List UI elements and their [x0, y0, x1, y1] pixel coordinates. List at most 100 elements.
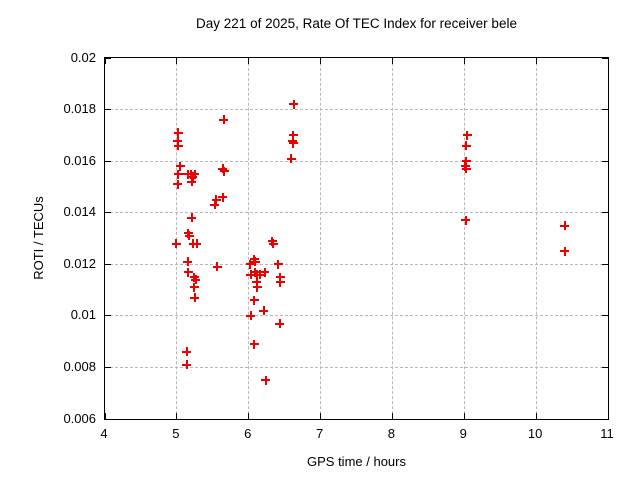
x-tick-mark — [104, 413, 106, 419]
data-point-marker — [218, 164, 228, 174]
x-gridline — [176, 58, 178, 419]
data-point-marker — [173, 136, 183, 145]
y-tick-label: 0.018 — [63, 101, 96, 117]
y-tick-mark — [105, 57, 111, 59]
data-point-marker — [273, 259, 283, 269]
x-tick-label: 7 — [315, 426, 324, 441]
y-tick-mark — [602, 366, 608, 368]
data-point-marker — [187, 213, 197, 223]
y-tick-mark — [105, 366, 111, 368]
x-tick-label: 11 — [600, 426, 614, 441]
data-point-marker — [219, 166, 229, 176]
data-point-marker — [250, 267, 260, 277]
y-tick-mark — [105, 160, 111, 162]
x-axis-label: GPS time / hours — [307, 454, 406, 469]
data-point-marker — [187, 177, 197, 187]
data-point-marker — [182, 360, 192, 370]
data-point-marker — [210, 200, 220, 210]
x-tick-mark — [104, 58, 106, 64]
data-point-marker — [173, 169, 183, 179]
data-point-marker — [252, 277, 262, 287]
x-tick-mark — [535, 58, 537, 64]
x-tick-mark — [320, 413, 322, 419]
data-point-marker — [182, 347, 192, 357]
data-point-marker — [175, 161, 185, 171]
data-point-marker — [183, 267, 193, 277]
data-point-marker — [461, 156, 471, 166]
y-tick-mark — [105, 263, 111, 265]
data-point-marker — [249, 295, 259, 305]
data-point-marker — [173, 141, 183, 151]
data-point-marker — [211, 195, 221, 205]
data-point-marker — [268, 239, 278, 249]
data-point-marker — [246, 270, 256, 280]
y-tick-mark — [602, 418, 608, 420]
x-tick-mark — [607, 413, 609, 419]
data-point-marker — [255, 270, 265, 280]
y-gridline — [105, 212, 608, 214]
data-point-marker — [275, 277, 285, 287]
y-tick-mark — [602, 263, 608, 265]
x-tick-mark — [463, 413, 465, 419]
data-point-marker — [189, 282, 199, 292]
x-tick-label: 8 — [387, 426, 396, 441]
data-point-marker — [184, 231, 194, 241]
y-tick-label: 0.014 — [63, 204, 96, 220]
x-gridline — [320, 58, 322, 419]
x-tick-label: 6 — [244, 426, 252, 441]
data-point-marker — [560, 246, 570, 256]
x-gridline — [463, 58, 465, 419]
x-gridline — [535, 58, 537, 419]
x-tick-mark — [248, 58, 250, 64]
data-point-marker — [288, 130, 298, 140]
x-tick-mark — [391, 413, 393, 419]
y-tick-label: 0.016 — [63, 152, 96, 168]
x-tick-mark — [391, 58, 393, 64]
y-gridline — [105, 315, 608, 317]
x-tick-label: 9 — [459, 426, 467, 441]
y-tick-label: 0.006 — [63, 410, 96, 426]
data-point-marker — [190, 293, 200, 303]
x-tick-mark — [176, 413, 178, 419]
data-point-marker — [252, 282, 262, 292]
data-point-marker — [461, 215, 471, 225]
y-tick-mark — [602, 109, 608, 111]
data-point-marker — [189, 272, 199, 282]
data-point-marker — [249, 339, 259, 349]
data-point-marker — [212, 262, 222, 272]
y-tick-mark — [105, 109, 111, 111]
data-point-marker — [461, 164, 471, 174]
data-point-marker — [461, 141, 471, 151]
x-tick-label: 10 — [527, 426, 543, 441]
data-point-marker — [246, 311, 256, 321]
data-point-marker — [560, 221, 570, 231]
chart-title: Day 221 of 2025, Rate Of TEC Index for r… — [196, 16, 517, 31]
x-tick-mark — [176, 58, 178, 64]
y-tick-mark — [602, 160, 608, 162]
data-point-marker — [173, 128, 183, 138]
data-point-marker — [286, 154, 296, 164]
plot-area — [104, 57, 609, 420]
x-tick-label: 5 — [172, 426, 180, 441]
data-point-marker — [188, 172, 198, 182]
y-tick-mark — [602, 212, 608, 214]
data-point-marker — [260, 267, 270, 277]
x-tick-mark — [535, 413, 537, 419]
data-point-marker — [218, 192, 228, 202]
x-tick-mark — [320, 58, 322, 64]
y-tick-label: 0.02 — [70, 49, 96, 65]
data-point-marker — [460, 161, 470, 171]
y-gridline — [105, 366, 608, 368]
data-point-marker — [289, 99, 299, 109]
y-tick-mark — [602, 57, 608, 59]
y-tick-mark — [105, 418, 111, 420]
data-point-marker — [288, 138, 298, 148]
y-tick-label: 0.012 — [63, 255, 96, 271]
x-tick-mark — [463, 58, 465, 64]
data-point-marker — [190, 169, 200, 179]
x-tick-mark — [607, 58, 609, 64]
y-tick-mark — [105, 212, 111, 214]
data-point-marker — [192, 239, 202, 249]
data-point-marker — [261, 375, 271, 385]
